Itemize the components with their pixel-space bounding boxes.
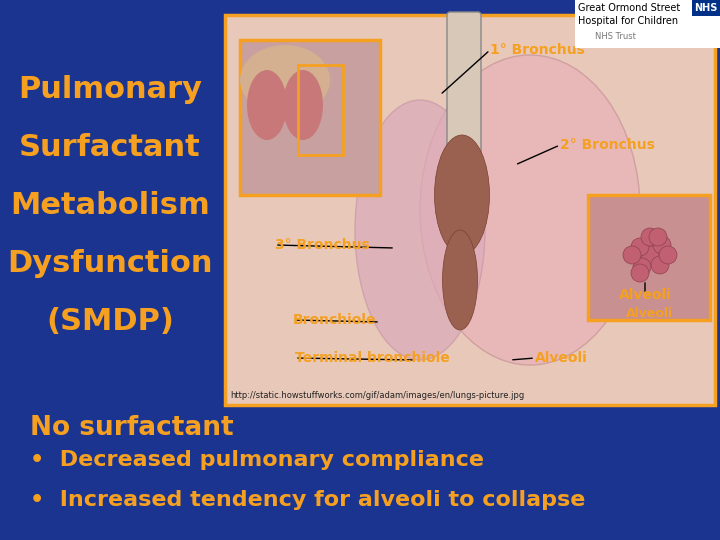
- FancyBboxPatch shape: [447, 12, 481, 178]
- Circle shape: [653, 236, 671, 254]
- Text: NHS Trust: NHS Trust: [595, 32, 636, 41]
- Circle shape: [641, 228, 659, 246]
- Text: Alveoli: Alveoli: [618, 288, 671, 302]
- Text: •  Increased tendency for alveoli to collapse: • Increased tendency for alveoli to coll…: [30, 490, 585, 510]
- Text: (SMDP): (SMDP): [46, 307, 174, 336]
- Circle shape: [631, 238, 649, 256]
- Text: Hospital for Children: Hospital for Children: [578, 16, 678, 26]
- Bar: [575, 0, 720, 48]
- Ellipse shape: [355, 100, 485, 360]
- Ellipse shape: [283, 70, 323, 140]
- Circle shape: [659, 246, 677, 264]
- Text: Great Ormond Street: Great Ormond Street: [578, 3, 680, 13]
- Text: 1° Bronchus: 1° Bronchus: [490, 43, 585, 57]
- Text: Bronchiole: Bronchiole: [293, 313, 377, 327]
- Text: NHS: NHS: [694, 3, 718, 13]
- Circle shape: [633, 258, 651, 276]
- Circle shape: [623, 246, 641, 264]
- Text: •  Decreased pulmonary compliance: • Decreased pulmonary compliance: [30, 450, 484, 470]
- Text: Metabolism: Metabolism: [10, 191, 210, 220]
- Text: Alveoli: Alveoli: [535, 351, 588, 365]
- Bar: [298, 65, 343, 155]
- Text: No surfactant: No surfactant: [30, 415, 233, 441]
- Bar: [692, 0, 720, 16]
- Circle shape: [649, 228, 667, 246]
- Bar: [240, 40, 380, 195]
- Ellipse shape: [420, 55, 640, 365]
- Text: Terminal bronchiole: Terminal bronchiole: [295, 351, 450, 365]
- Text: 2° Bronchus: 2° Bronchus: [560, 138, 655, 152]
- Text: Surfactant: Surfactant: [19, 133, 201, 162]
- Circle shape: [631, 264, 649, 282]
- Text: http://static.howstuffworks.com/gif/adam/images/en/lungs-picture.jpg: http://static.howstuffworks.com/gif/adam…: [230, 391, 524, 400]
- Circle shape: [651, 256, 669, 274]
- Text: Pulmonary: Pulmonary: [18, 75, 202, 104]
- Text: 3° Bronchus: 3° Bronchus: [275, 238, 370, 252]
- Text: Alveoli: Alveoli: [626, 307, 672, 320]
- Bar: [588, 195, 710, 320]
- Bar: [225, 15, 715, 405]
- Ellipse shape: [443, 230, 477, 330]
- Ellipse shape: [240, 45, 330, 115]
- Ellipse shape: [247, 70, 287, 140]
- Ellipse shape: [434, 135, 490, 255]
- Text: Dysfunction: Dysfunction: [7, 249, 212, 278]
- Circle shape: [641, 246, 659, 264]
